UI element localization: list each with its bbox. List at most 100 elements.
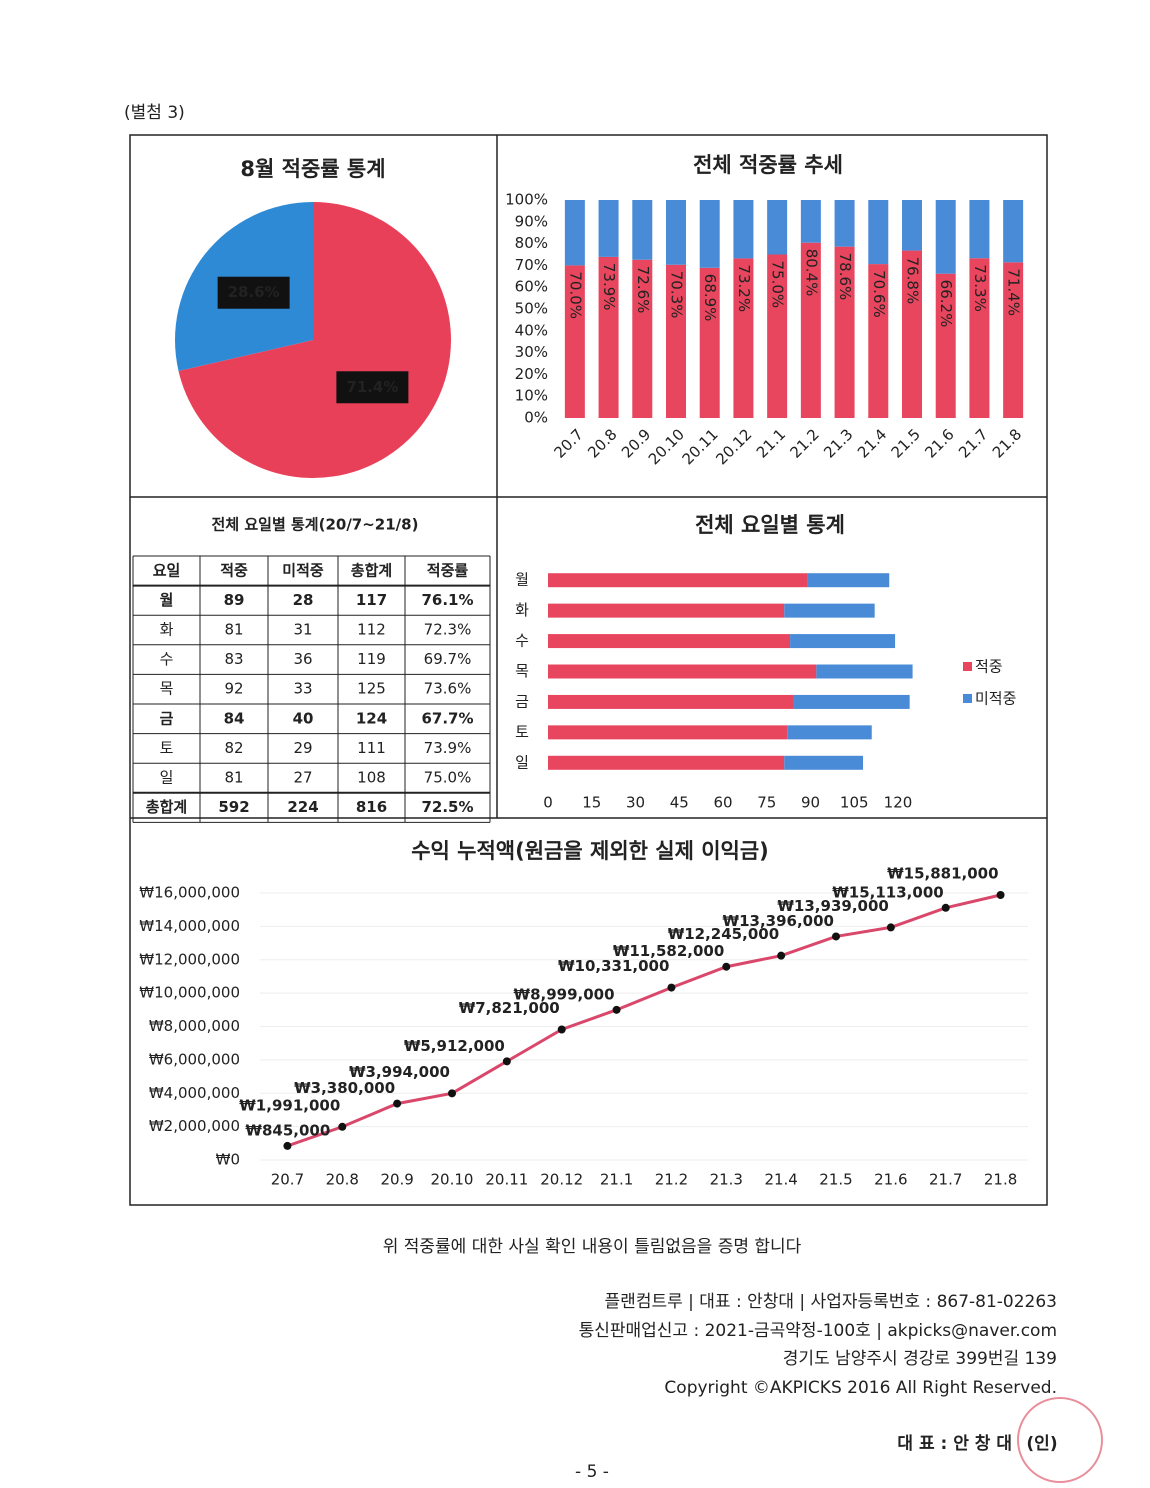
x-tick-label: 20.8 — [326, 1171, 359, 1189]
table-cell: 125 — [357, 680, 386, 698]
table-cell: 73.6% — [424, 680, 472, 698]
table-cell: 목 — [160, 680, 174, 698]
x-tick-label: 20.10 — [431, 1171, 474, 1189]
table-cell: 33 — [293, 680, 312, 698]
table-header: 요일 — [153, 561, 181, 579]
x-tick-label: 21.5 — [888, 425, 924, 461]
data-label: 70.6% — [870, 270, 888, 318]
table-cell: 75.0% — [424, 769, 472, 787]
bar-segment — [902, 200, 922, 251]
bar-segment — [868, 264, 889, 418]
table-cell: 592 — [218, 798, 249, 816]
point — [393, 1099, 402, 1108]
data-label: ₩12,245,000 — [668, 925, 779, 943]
chart-title: 수익 누적액(원금을 제외한 실제 이익금) — [411, 839, 769, 863]
data-label: ₩15,113,000 — [832, 883, 943, 901]
bar-segment — [548, 694, 793, 709]
data-label: 66.2% — [937, 280, 955, 328]
point — [941, 903, 950, 912]
y-tick-label: 일 — [515, 753, 529, 771]
footer-line: 경기도 남양주시 경강로 399번길 139 — [783, 1349, 1057, 1369]
bar-segment — [784, 603, 875, 618]
y-tick-label: 80% — [515, 234, 548, 252]
data-label: ₩13,939,000 — [777, 897, 888, 915]
bar-segment — [666, 200, 686, 265]
x-tick-label: 20.7 — [271, 1171, 304, 1189]
y-tick-label: 목 — [515, 662, 529, 680]
point — [667, 983, 676, 992]
y-tick-label: 40% — [515, 321, 548, 339]
table-cell: 92 — [224, 680, 243, 698]
bar-segment — [699, 267, 720, 418]
table-cell: 화 — [160, 621, 174, 639]
table-cell: 108 — [357, 769, 386, 787]
table-cell: 84 — [224, 709, 245, 727]
y-tick-label: 월 — [515, 571, 529, 589]
y-tick-label: ₩8,000,000 — [149, 1017, 240, 1035]
table-cell: 금 — [160, 709, 174, 727]
y-tick-label: 화 — [515, 601, 529, 619]
table-cell: 28 — [293, 591, 314, 609]
legend-swatch — [963, 694, 972, 703]
x-tick-label: 21.6 — [874, 1171, 907, 1189]
data-label: ₩1,991,000 — [239, 1096, 340, 1114]
x-tick-label: 30 — [626, 794, 645, 812]
point — [448, 1089, 456, 1098]
data-label: ₩3,994,000 — [349, 1063, 450, 1081]
x-tick-label: 21.8 — [989, 425, 1025, 461]
table-cell: 224 — [287, 798, 318, 816]
data-label: 73.9% — [600, 263, 618, 311]
table-cell: 73.9% — [424, 739, 472, 757]
bar-segment — [699, 200, 720, 268]
seal-stamp — [1017, 1397, 1103, 1483]
point — [557, 1025, 566, 1034]
x-tick-label: 20.7 — [551, 425, 587, 461]
bar-segment — [902, 250, 922, 418]
point — [283, 1141, 292, 1150]
bar-segment — [834, 246, 855, 418]
bar-segment — [1003, 200, 1024, 263]
bar-segment — [767, 254, 788, 418]
data-label: 75.0% — [769, 261, 787, 309]
x-tick-label: 21.7 — [955, 425, 991, 461]
data-label: 80.4% — [802, 249, 820, 297]
bar-segment — [598, 256, 619, 418]
y-tick-label: 수 — [515, 632, 529, 650]
data-label: 70.3% — [668, 271, 686, 319]
bar-segment — [548, 725, 788, 740]
x-tick-label: 60 — [713, 794, 732, 812]
x-tick-label: 45 — [670, 794, 689, 812]
y-tick-label: 30% — [515, 343, 548, 361]
bar-segment — [564, 200, 585, 266]
bar-segment — [548, 664, 817, 679]
x-tick-label: 20.11 — [679, 425, 722, 468]
point — [612, 1005, 621, 1014]
bar-segment — [767, 200, 788, 255]
line — [286, 893, 1001, 1148]
table-header: 적중 — [220, 561, 248, 579]
data-label: ₩3,380,000 — [294, 1079, 395, 1097]
x-tick-label: 75 — [757, 794, 776, 812]
table-title: 전체 요일별 통계(20/7~21/8) — [212, 516, 419, 534]
bar-segment — [548, 603, 785, 618]
table-cell: 31 — [293, 621, 312, 639]
bar-segment — [1003, 262, 1024, 418]
table-cell: 81 — [224, 621, 243, 639]
table-cell: 69.7% — [424, 650, 472, 668]
bar-segment — [834, 200, 855, 247]
label-box — [336, 371, 409, 404]
table-cell: 76.1% — [421, 591, 473, 609]
data-label: ₩5,912,000 — [404, 1037, 505, 1055]
table-cell: 27 — [293, 769, 312, 787]
bar-segment — [564, 265, 585, 418]
x-tick-label: 21.8 — [984, 1171, 1017, 1189]
table-cell: 816 — [356, 798, 387, 816]
bar-segment — [733, 200, 754, 259]
table-header: 총합계 — [351, 561, 392, 579]
y-tick-label: 금 — [515, 692, 529, 710]
bar-segment — [632, 259, 653, 418]
x-tick-label: 90 — [801, 794, 820, 812]
table-cell: 72.5% — [421, 798, 473, 816]
